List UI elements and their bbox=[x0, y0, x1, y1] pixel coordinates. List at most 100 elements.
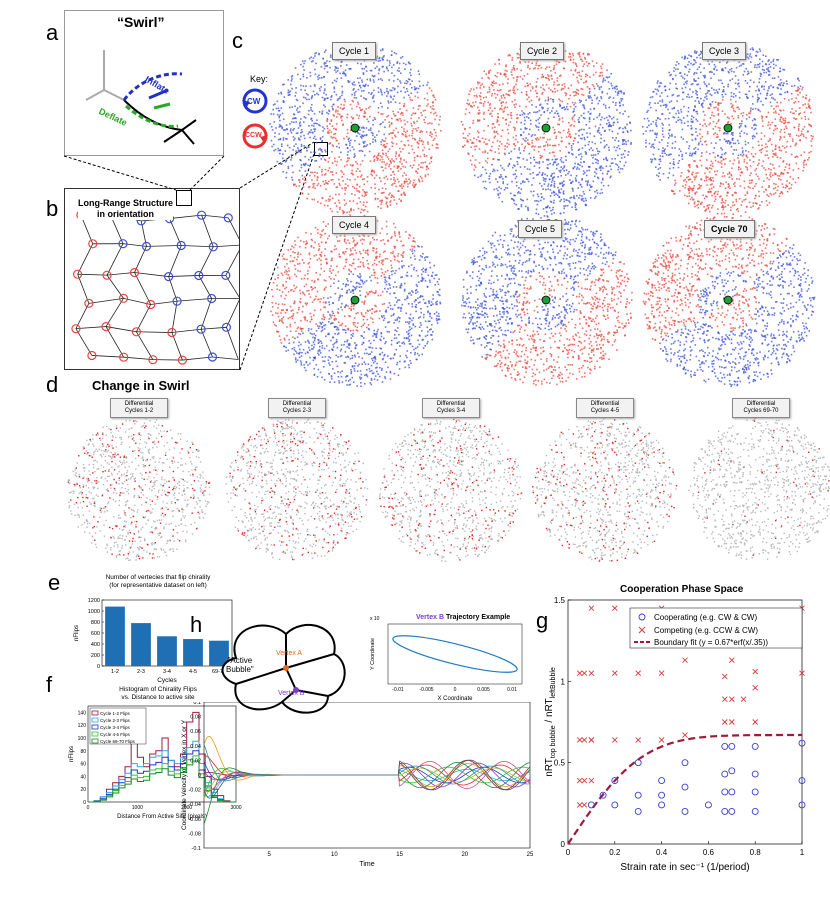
scatter-ytick: 0 bbox=[561, 840, 566, 849]
bar-ylabel: nFlips bbox=[74, 625, 80, 641]
bar-ytick: 1000 bbox=[88, 609, 100, 615]
hist-ytick: 80 bbox=[80, 749, 86, 755]
velocity-axes bbox=[203, 702, 531, 849]
scatter-xtick: 0.4 bbox=[656, 848, 668, 857]
scatter-title: Cooperation Phase Space bbox=[620, 584, 744, 595]
panel-label-h: h bbox=[190, 612, 203, 637]
competing-point bbox=[576, 802, 583, 808]
cooperating-point bbox=[634, 791, 642, 799]
bar-xtick: 2-3 bbox=[137, 669, 145, 675]
foam-vertex bbox=[102, 270, 112, 280]
velocity-ytick: 0.1 bbox=[193, 702, 201, 706]
scatter-ylabel: nRTtop bubble / nRTleftBubble bbox=[544, 667, 557, 777]
panel-b-title-line2: in orientation bbox=[97, 209, 154, 219]
scatter-xtick: 1 bbox=[800, 848, 805, 857]
bar-chart-title: Number of vertecies that flip chirality … bbox=[78, 574, 238, 590]
boundary-fit-line bbox=[567, 733, 802, 845]
diff-label-line2: Cycles 69-70 bbox=[743, 408, 779, 414]
scatter-ytick: 1 bbox=[561, 677, 566, 686]
cooperating-point bbox=[721, 808, 729, 815]
key-label: Key: bbox=[250, 74, 269, 84]
velocity-ytick: 0.02 bbox=[190, 758, 201, 764]
cycle-label-5: Cycle 5 bbox=[518, 220, 563, 238]
active-site-marker bbox=[723, 295, 733, 305]
inset-exp: x 10 bbox=[370, 616, 380, 622]
diff-label-line1: Differential bbox=[436, 401, 466, 407]
competing-point bbox=[728, 657, 735, 664]
cooperating-point bbox=[587, 801, 595, 809]
hist-series-5 bbox=[88, 760, 236, 803]
panel-a-diagram bbox=[64, 10, 224, 156]
hist-ytick: 60 bbox=[80, 762, 86, 768]
competing-point bbox=[658, 670, 665, 677]
diff-label-line1: Differential bbox=[590, 401, 620, 407]
diff-label-3: Differential Cycles 3-4 bbox=[422, 398, 480, 418]
foam-vertex bbox=[146, 299, 156, 310]
hist-title-line2: vs. Distance to active site bbox=[121, 694, 195, 701]
foam-vertex bbox=[84, 298, 94, 308]
cooperating-point bbox=[798, 801, 806, 809]
competing-point bbox=[752, 719, 759, 725]
foam-vertex bbox=[141, 241, 152, 252]
scatter-xtick: 0.8 bbox=[750, 848, 762, 857]
bar-ytick: 400 bbox=[91, 642, 100, 648]
foam-vertex bbox=[197, 210, 207, 220]
hist-series-2 bbox=[88, 740, 236, 803]
cooperating-point bbox=[658, 777, 666, 785]
scatter-ytick: 0.5 bbox=[554, 759, 566, 768]
competing-point bbox=[588, 737, 595, 743]
foam-vertex bbox=[172, 296, 182, 306]
cycle-label-3: Cycle 3 bbox=[702, 42, 747, 60]
zoom-box-c bbox=[314, 142, 328, 156]
bar-3-4 bbox=[157, 636, 177, 666]
cooperating-point bbox=[728, 788, 736, 796]
hist-legend-item: Cycle 69-70 Flips bbox=[100, 739, 136, 744]
velocity-series-10 bbox=[203, 759, 531, 799]
cycle-label-2: Cycle 2 bbox=[520, 42, 565, 60]
hist-ytick: 20 bbox=[80, 787, 86, 793]
competing-point bbox=[576, 737, 583, 743]
competing-point bbox=[721, 719, 728, 725]
cooperating-point bbox=[704, 801, 712, 809]
ccw-arrow-icon bbox=[260, 135, 268, 143]
diff-label-5: Differential Cycles 69-70 bbox=[732, 398, 790, 418]
inset-trajectory-chart: -0.01 -0.005 0 0.005 0.01 X Coordinate Y Coord… bbox=[370, 623, 523, 702]
bubble-diagram bbox=[221, 624, 346, 714]
competing-point bbox=[728, 719, 735, 725]
competing-point bbox=[581, 802, 588, 808]
panel-label-a: a bbox=[46, 20, 59, 45]
foam-vertex bbox=[88, 239, 98, 249]
competing-point bbox=[658, 737, 665, 743]
diff-label-line2: Cycles 2-3 bbox=[282, 408, 312, 414]
legend-fit: Boundary fit (y = 0.67*erf(x/.35)) bbox=[654, 638, 768, 647]
diff-plot-2 bbox=[225, 417, 369, 561]
competing-point bbox=[752, 668, 759, 675]
bar-ytick: 200 bbox=[91, 653, 100, 659]
cooperating-point bbox=[751, 788, 759, 796]
velocity-ytick: 0.06 bbox=[190, 729, 201, 735]
velocity-series-3 bbox=[203, 769, 531, 797]
active-site-marker bbox=[350, 123, 360, 133]
competing-point bbox=[576, 670, 583, 677]
hist-xtick: 0 bbox=[87, 805, 90, 811]
diff-plot-1 bbox=[67, 417, 211, 561]
velocity-xtick: 15 bbox=[396, 852, 403, 858]
inset-ylabel: Y Coordinate bbox=[370, 638, 376, 670]
foam-vertex bbox=[73, 269, 83, 279]
diff-label-2: Differential Cycles 2-3 bbox=[268, 398, 326, 418]
cooperating-point bbox=[611, 777, 619, 785]
cooperating-point bbox=[634, 808, 642, 815]
bar-2-3 bbox=[131, 623, 151, 666]
velocity-ytick: 0.04 bbox=[190, 744, 201, 750]
bar-xtick: 1-2 bbox=[111, 669, 119, 675]
trajectory-ellipse bbox=[392, 635, 518, 673]
diff-label-1: Differential Cycles 1-2 bbox=[110, 398, 168, 418]
inset-xtick: 0 bbox=[454, 687, 457, 693]
competing-point bbox=[611, 605, 618, 611]
foam-vertex bbox=[148, 355, 158, 365]
inset-xtick: -0.005 bbox=[419, 687, 433, 693]
scatter-legend: Cooperating (e.g. CW & CW) Competing (e.g… bbox=[629, 607, 803, 649]
bar-ytick: 800 bbox=[91, 620, 100, 626]
bar-4-5 bbox=[183, 639, 203, 666]
foam-vertex bbox=[71, 324, 81, 334]
